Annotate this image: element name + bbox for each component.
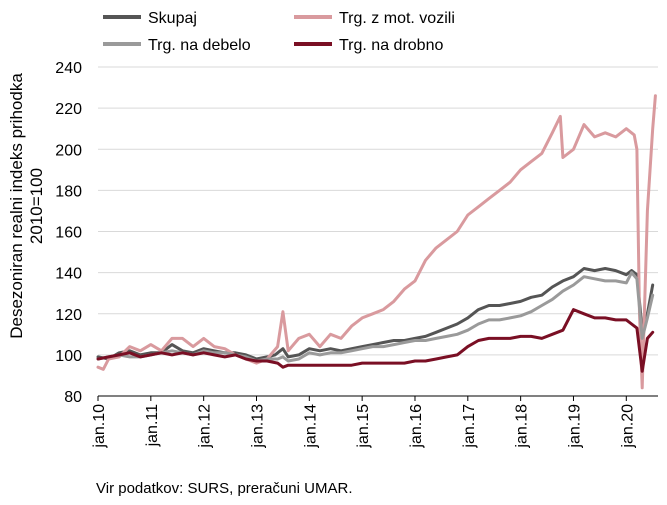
legend: Skupaj Trg. z mot. vozili Trg. na debelo Tr… <box>103 10 455 54</box>
x-tick-label: jan.13 <box>249 404 266 449</box>
x-tick-label: jan.20 <box>619 404 636 449</box>
legend-label: Skupaj <box>148 10 197 27</box>
y-axis-title: Desezoniran realni indeks prihodka <box>7 73 26 339</box>
x-tick-label: jan.14 <box>302 404 319 449</box>
y-tick-label: 200 <box>55 142 82 159</box>
series-line <box>96 308 655 373</box>
x-tick-label: jan.11 <box>144 404 161 448</box>
y-axis: 80 100 120 140 160 180 200 220 240 <box>55 60 82 406</box>
y-axis-title: 2010=100 <box>27 168 46 244</box>
y-tick-label: 140 <box>55 266 82 283</box>
x-axis: jan.10 jan.11 jan.12 jan.13 jan.14 jan.15 jan.… <box>91 395 658 449</box>
x-tick-label: jan.16 <box>408 404 425 449</box>
x-tick-label: jan.19 <box>566 404 583 449</box>
legend-label: Trg. na debelo <box>148 37 251 54</box>
x-tick-label: jan.12 <box>197 404 214 449</box>
y-tick-label: 220 <box>55 101 82 118</box>
y-tick-label: 80 <box>64 389 82 406</box>
y-tick-label: 120 <box>55 307 82 324</box>
x-tick-label: jan.10 <box>91 404 108 449</box>
y-tick-label: 100 <box>55 348 82 365</box>
series-line <box>96 267 655 361</box>
y-tick-label: 160 <box>55 225 82 242</box>
series-lines <box>96 94 657 390</box>
x-tick-label: jan.17 <box>461 404 478 449</box>
x-tick-label: jan.15 <box>355 404 372 449</box>
y-tick-label: 180 <box>55 183 82 200</box>
source-note: Vir podatkov: SURS, preračuni UMAR. <box>96 480 353 497</box>
y-tick-label: 240 <box>55 60 82 77</box>
x-tick-label: jan.18 <box>514 404 531 449</box>
legend-label: Trg. na drobno <box>339 37 443 54</box>
legend-label: Trg. z mot. vozili <box>339 10 455 27</box>
gridlines <box>98 66 658 356</box>
series-line <box>96 94 657 390</box>
y-axis-label: Desezoniran realni indeks prihodka 2010=1… <box>7 73 46 339</box>
